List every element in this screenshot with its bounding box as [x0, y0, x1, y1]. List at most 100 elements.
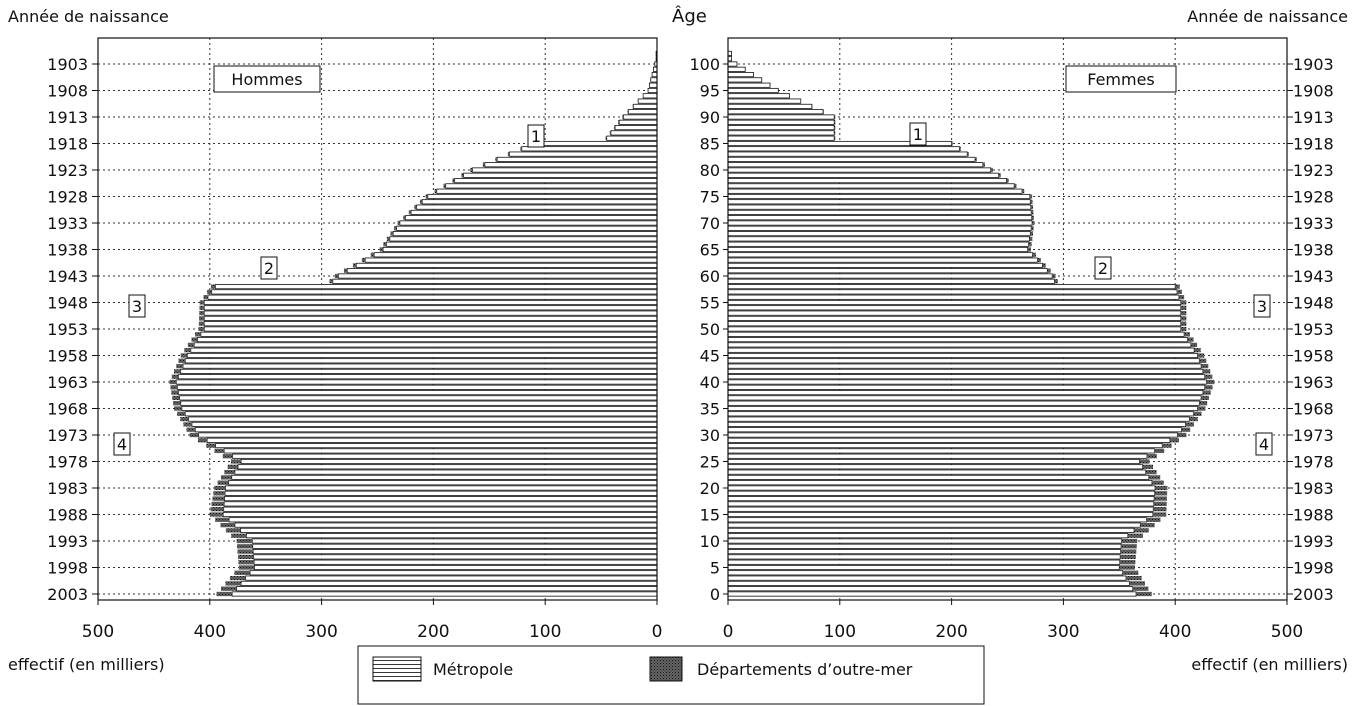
bar-hommes-metropole	[251, 538, 658, 544]
bar-hommes-dom	[174, 406, 182, 411]
age-tick-label: 90	[700, 108, 720, 127]
bar-hommes-dom	[227, 464, 238, 469]
bar-femmes-dom	[1030, 204, 1033, 210]
birth-year-tick-label: 1998	[47, 559, 88, 578]
annotations: 1 1 2 2 3 3 4 4	[113, 122, 1273, 456]
bar-hommes-metropole	[240, 580, 658, 586]
bar-femmes-dom	[1177, 289, 1182, 295]
bar-hommes-dom	[394, 226, 397, 231]
bar-femmes-metropole	[727, 284, 1176, 290]
bar-hommes-metropole	[647, 87, 658, 94]
bar-hommes-dom	[195, 332, 201, 337]
bar-femmes-metropole	[727, 453, 1148, 459]
bar-hommes-metropole	[496, 156, 658, 162]
bar-femmes-metropole	[727, 517, 1147, 523]
annotation-box-right	[1094, 256, 1112, 280]
hommes-bars	[169, 50, 658, 597]
bar-hommes-metropole	[650, 77, 658, 83]
bar-hommes-metropole	[355, 262, 658, 268]
birth-year-tick-label: 1968	[1293, 400, 1334, 419]
bar-femmes-dom	[1054, 279, 1058, 284]
bar-femmes-dom	[1180, 305, 1187, 310]
bar-hommes-dom	[180, 353, 188, 358]
bar-hommes-dom	[383, 242, 387, 247]
bar-hommes-metropole	[509, 151, 658, 157]
bar-femmes-dom	[1154, 496, 1167, 501]
bar-femmes-metropole	[727, 416, 1190, 422]
bar-femmes-dom	[1022, 189, 1025, 194]
bar-hommes-metropole	[386, 241, 658, 247]
bar-femmes-dom	[1199, 401, 1208, 406]
bar-femmes-dom	[1126, 575, 1142, 581]
bar-hommes-metropole	[648, 82, 658, 88]
bar-hommes-dom	[482, 162, 485, 167]
bar-hommes-dom	[217, 480, 229, 485]
bar-femmes-metropole	[727, 390, 1204, 396]
legend-metropole-swatch	[372, 656, 422, 682]
age-tick-label: 100	[689, 55, 720, 74]
bar-hommes-dom	[214, 448, 225, 454]
bar-femmes-metropole	[727, 193, 1031, 200]
bar-femmes-dom	[1032, 252, 1036, 257]
bar-hommes-metropole	[211, 289, 658, 295]
birth-year-tick-label: 1918	[47, 135, 88, 154]
bar-hommes-metropole	[253, 559, 658, 565]
bar-femmes-metropole	[727, 103, 813, 109]
bar-femmes-metropole	[727, 474, 1150, 480]
bar-hommes-metropole	[463, 172, 658, 178]
bar-femmes-dom	[1190, 342, 1198, 348]
bar-hommes-metropole	[445, 183, 658, 189]
bar-hommes-metropole	[187, 352, 658, 359]
bar-femmes-dom	[1152, 512, 1167, 517]
bar-femmes-metropole	[727, 215, 1033, 221]
bar-hommes-dom	[461, 173, 464, 178]
bar-femmes-dom	[1122, 570, 1139, 575]
bar-femmes-dom	[1146, 517, 1161, 522]
birth-year-tick-label: 1948	[47, 294, 88, 313]
birth-year-tick-label: 1908	[1293, 82, 1334, 101]
bar-hommes-dom	[343, 268, 348, 273]
bar-femmes-metropole	[727, 87, 779, 94]
bar-femmes-metropole	[727, 178, 1007, 184]
bar-hommes-metropole	[231, 474, 658, 480]
bar-hommes-metropole	[484, 162, 658, 168]
hommes-label: Hommes	[231, 70, 302, 89]
bar-hommes-metropole	[228, 517, 658, 523]
bar-femmes-dom	[1148, 475, 1161, 480]
age-tick-label: 40	[700, 373, 720, 392]
bar-femmes-metropole	[727, 262, 1043, 268]
bar-hommes-metropole	[232, 453, 658, 459]
bar-hommes-metropole	[203, 299, 658, 306]
bar-hommes-dom	[198, 326, 205, 332]
bar-femmes-metropole	[727, 61, 738, 67]
bar-hommes-metropole	[454, 178, 658, 184]
hommes-x-ticks: 500 400 300 200 100 0	[82, 600, 662, 642]
femmes-plot-frame	[727, 37, 1288, 601]
bar-hommes-metropole	[184, 358, 658, 364]
bar-hommes-dom	[210, 507, 224, 512]
bar-hommes-dom	[171, 374, 179, 379]
bar-hommes-metropole	[184, 411, 658, 417]
bar-hommes-metropole	[203, 326, 658, 332]
birth-year-tick-label: 1913	[47, 108, 88, 127]
bar-femmes-metropole	[727, 368, 1204, 374]
bar-hommes-dom	[199, 316, 205, 321]
bar-hommes-dom	[403, 215, 406, 220]
bar-hommes-metropole	[533, 140, 658, 147]
birth-year-tick-label: 1948	[1293, 294, 1334, 313]
bar-femmes-dom	[1147, 454, 1157, 459]
age-tick-label: 55	[700, 294, 720, 313]
bar-hommes-metropole	[188, 416, 658, 422]
bar-hommes-metropole	[223, 448, 658, 454]
bar-femmes-metropole	[727, 586, 1134, 592]
age-tick-label: 65	[700, 241, 720, 260]
bar-hommes-metropole	[346, 268, 658, 274]
bar-hommes-dom	[224, 469, 235, 475]
bar-hommes-dom	[370, 252, 375, 257]
bar-femmes-metropole	[727, 326, 1182, 332]
bar-hommes-metropole	[203, 310, 658, 316]
bar-femmes-metropole	[727, 379, 1207, 385]
left-x-axis-label: effectif (en milliers)	[8, 655, 165, 674]
bar-femmes-dom	[975, 157, 977, 162]
bar-femmes-metropole	[727, 575, 1127, 581]
